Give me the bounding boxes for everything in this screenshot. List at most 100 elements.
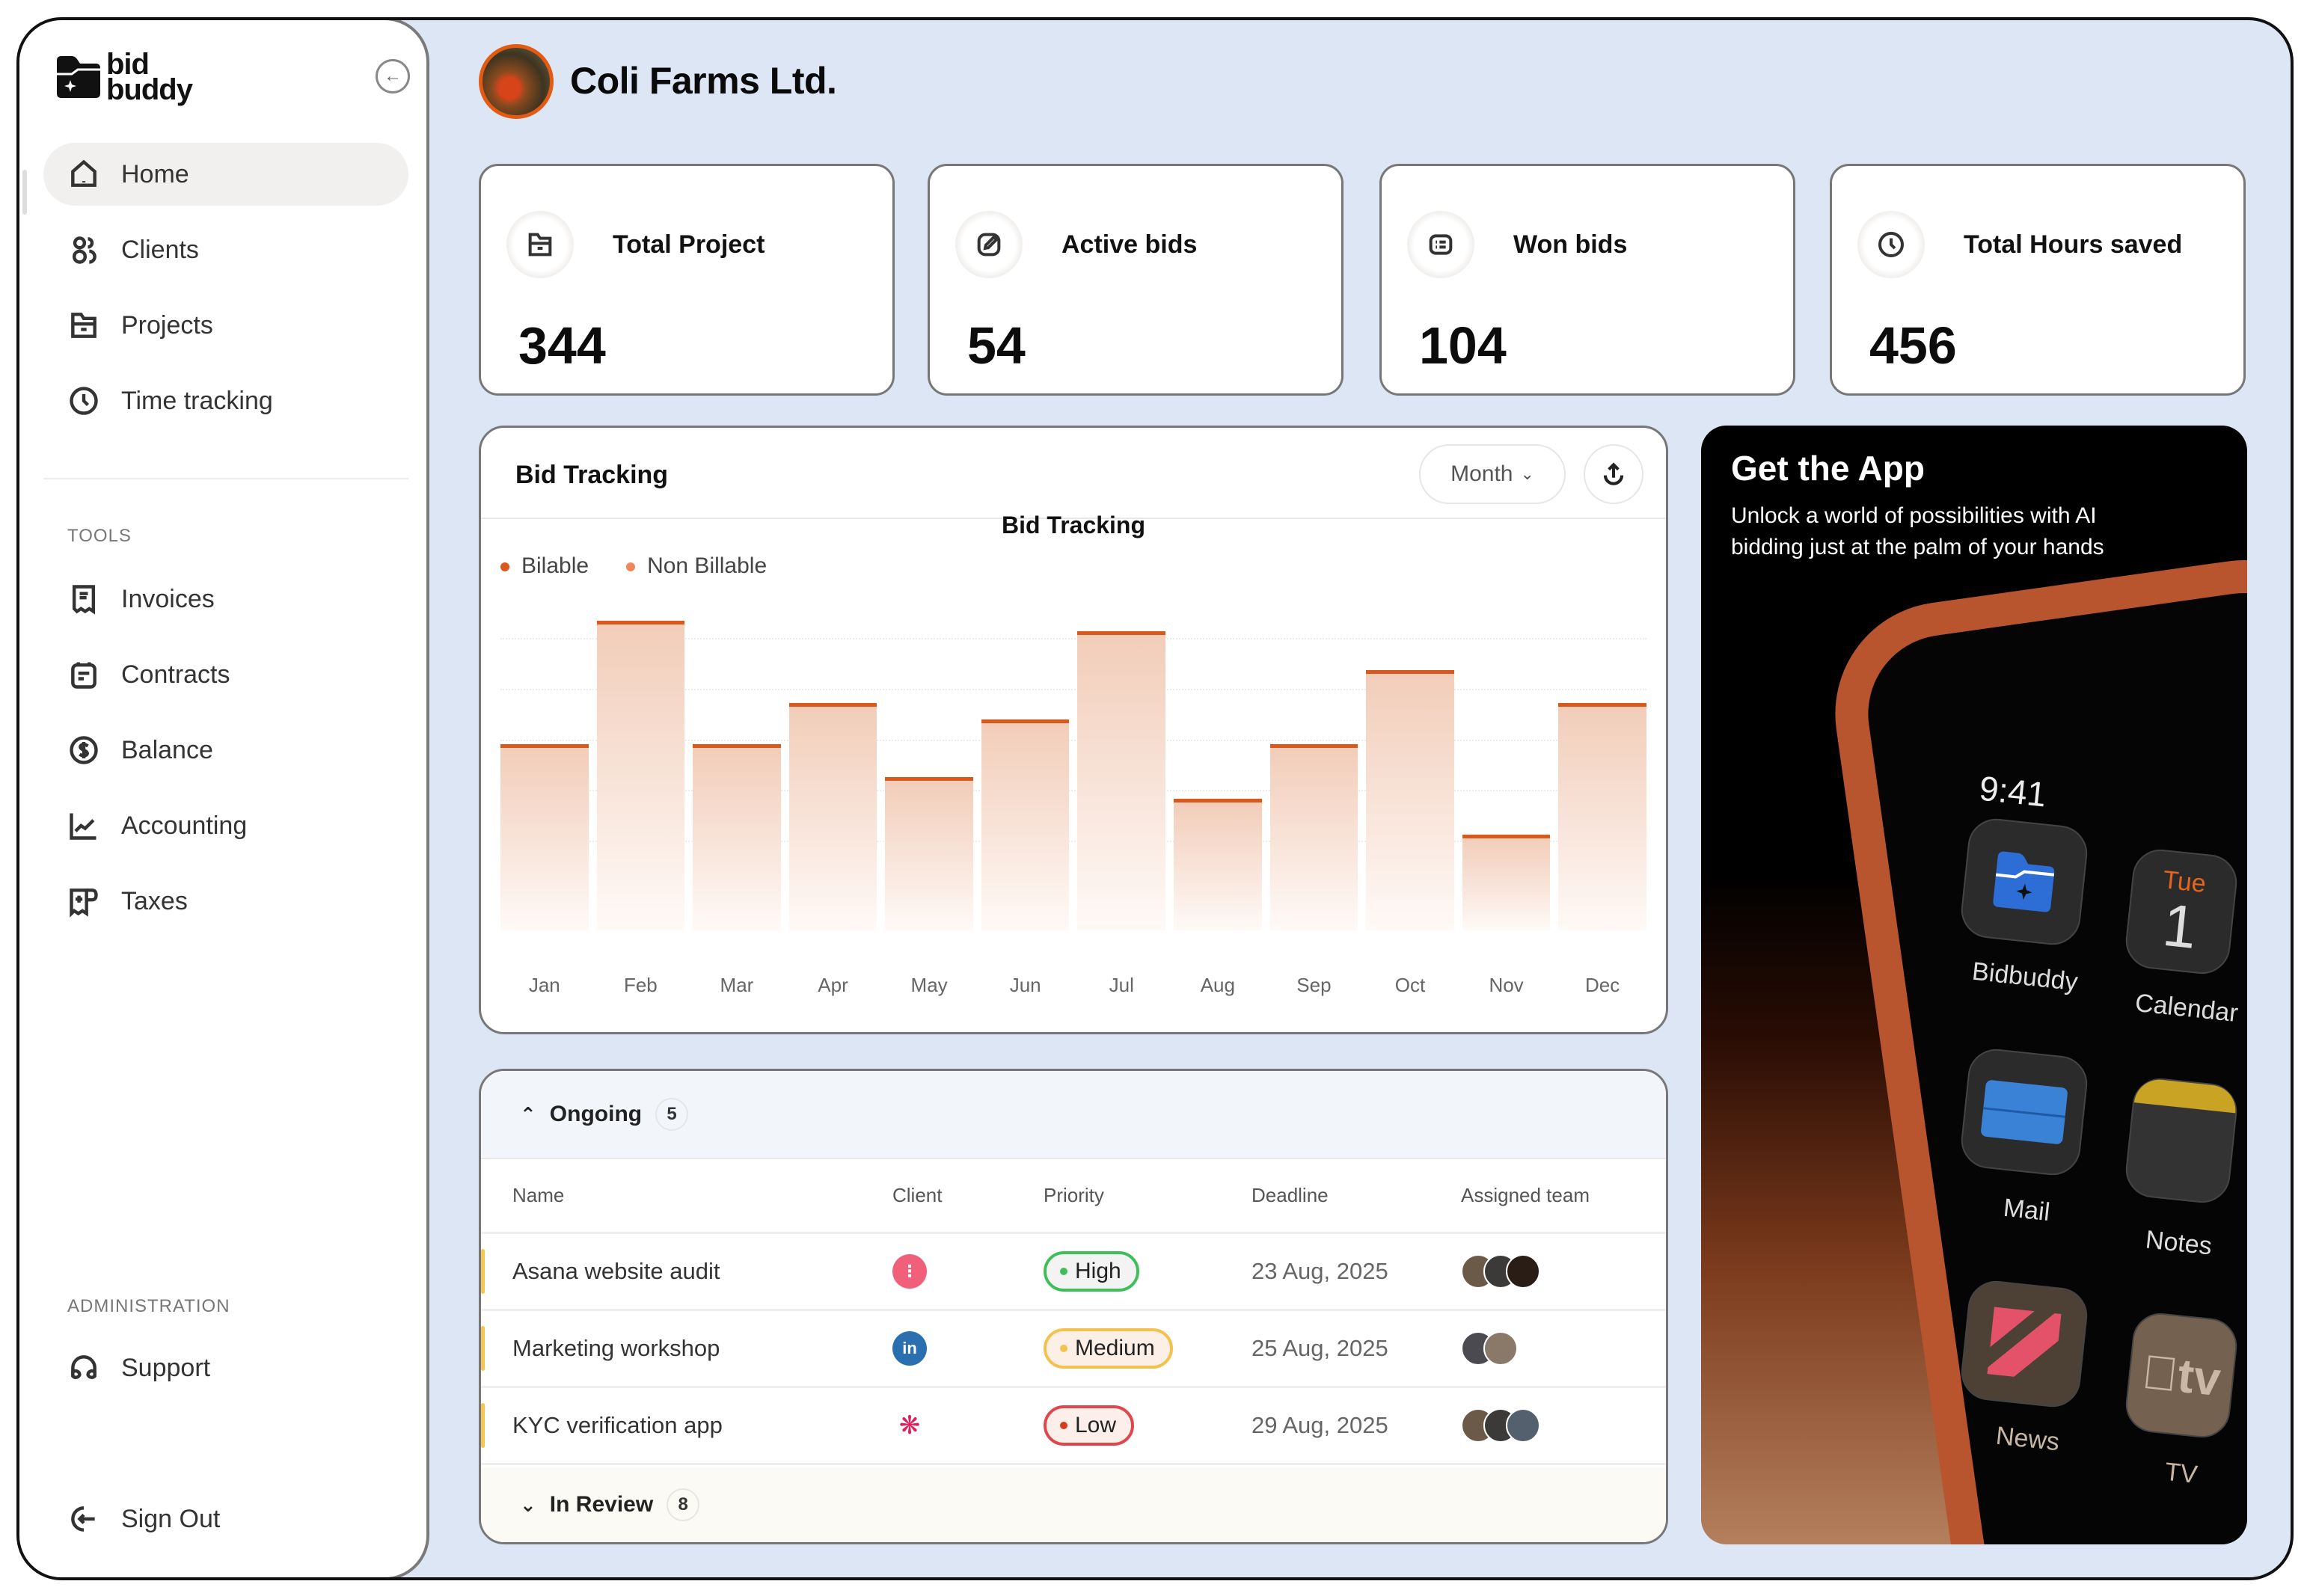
bar-may[interactable] (885, 777, 973, 930)
bar-jun[interactable] (981, 719, 1070, 930)
priority-badge-medium: Medium (1044, 1328, 1173, 1369)
sign-out-icon (67, 1503, 100, 1535)
bar-aug[interactable] (1174, 799, 1262, 930)
table-row[interactable]: KYC verification app ❋ Low 29 Aug, 2025 (481, 1388, 1666, 1465)
brand-logo[interactable]: bid buddy (55, 48, 193, 106)
x-tick-label: Feb (623, 974, 658, 996)
bid-tracking-panel: Bid Tracking Month ⌄ Bid Tracking Bilabl… (479, 426, 1668, 1034)
sign-out-button[interactable]: Sign Out (43, 1488, 408, 1550)
brand-name: bid buddy (106, 48, 193, 106)
sidebar-item-contracts[interactable]: Contracts (43, 643, 408, 706)
column-name[interactable]: Name (512, 1184, 565, 1206)
gridline (500, 841, 1646, 842)
home-icon (67, 158, 100, 191)
bar-oct[interactable] (1366, 670, 1454, 930)
deadline: 23 Aug, 2025 (1251, 1258, 1388, 1284)
x-axis-labels: Jan Feb Mar Apr May Jun Jul Aug Sep Oct Nov Dec (500, 974, 1646, 997)
asana-logo-icon: ⋮ (892, 1254, 927, 1289)
assigned-team-avatars[interactable] (1461, 1331, 1666, 1366)
dollar-circle-icon (67, 734, 100, 767)
assigned-team-avatars[interactable] (1461, 1254, 1666, 1289)
chevron-up-icon: ⌃ (520, 1102, 536, 1126)
bar-apr[interactable] (788, 703, 877, 930)
sidebar-item-accounting[interactable]: Accounting (43, 794, 408, 857)
export-button[interactable] (1584, 444, 1643, 504)
column-deadline[interactable]: Deadline (1251, 1184, 1329, 1206)
company-avatar[interactable] (479, 44, 554, 119)
column-client[interactable]: Client (892, 1184, 943, 1206)
chart-title: Bid Tracking (515, 461, 669, 489)
table-row[interactable]: Marketing workshop in Medium 25 Aug, 202… (481, 1311, 1666, 1388)
mail-app-icon (1958, 1046, 2090, 1178)
bar-mar[interactable] (693, 744, 781, 930)
column-priority[interactable]: Priority (1044, 1184, 1104, 1206)
stat-label: Won bids (1513, 230, 1628, 259)
users-icon (67, 233, 100, 266)
signout-nav: Sign Out (43, 1488, 408, 1563)
sidebar-item-taxes[interactable]: Taxes (43, 870, 408, 933)
sidebar-item-clients[interactable]: Clients (43, 218, 408, 281)
project-name: KYC verification app (512, 1412, 723, 1438)
deadline: 25 Aug, 2025 (1251, 1335, 1388, 1361)
legend-item-billable[interactable]: Bilable (500, 553, 589, 579)
bars (500, 601, 1646, 930)
x-tick-label: Apr (818, 974, 848, 996)
admin-nav: Support (43, 1336, 408, 1412)
gridline (500, 790, 1646, 791)
collapse-sidebar-button[interactable]: ← (376, 59, 410, 93)
gridline (500, 638, 1646, 639)
sidebar: bid buddy ← Home Clients Projects Ti (19, 20, 429, 1577)
group-ongoing-toggle[interactable]: ⌃ Ongoing 5 (481, 1071, 1666, 1159)
app-window: bid buddy ← Home Clients Projects Ti (16, 17, 2294, 1580)
chart-legend: Bilable Non Billable (500, 553, 767, 579)
sidebar-item-projects[interactable]: Projects (43, 294, 408, 357)
sidebar-item-home[interactable]: Home (43, 143, 408, 206)
stat-label: Active bids (1061, 230, 1198, 259)
group-in-review-toggle[interactable]: ⌄ In Review 8 (481, 1467, 1666, 1542)
promo-title: Get the App (1731, 449, 1925, 488)
x-tick-label: Dec (1585, 974, 1620, 996)
app-label: TV (2163, 1457, 2199, 1490)
main-nav: Home Clients Projects Time tracking (43, 143, 408, 445)
arrow-left-circle-icon: ← (384, 66, 402, 86)
bar-dec[interactable] (1558, 703, 1646, 930)
projects-table-panel: ⌃ Ongoing 5 Name Client Priority Deadlin… (479, 1069, 1668, 1544)
bar-feb[interactable] (596, 621, 685, 930)
x-tick-label: Jun (1009, 974, 1041, 996)
tools-section-label: TOOLS (67, 526, 132, 546)
upload-icon (1603, 462, 1624, 485)
ongoing-count-badge: 5 (655, 1098, 689, 1131)
chevron-down-icon: ⌄ (1520, 464, 1534, 483)
sidebar-item-support[interactable]: Support (43, 1336, 408, 1399)
chevron-down-icon: ⌄ (520, 1493, 536, 1516)
column-assigned-team[interactable]: Assigned team (1461, 1184, 1590, 1206)
linkedin-logo-icon: in (892, 1331, 927, 1366)
line-chart-icon (67, 809, 100, 842)
tax-receipt-icon (67, 885, 100, 918)
bar-nov[interactable] (1462, 835, 1551, 930)
bar-sep[interactable] (1269, 744, 1358, 930)
legend-item-non-billable[interactable]: Non Billable (626, 553, 767, 579)
stat-card-active-bids[interactable]: Active bids 54 (928, 164, 1344, 396)
promo-description: Unlock a world of possibilities with AI … (1731, 503, 2104, 559)
bar-jul[interactable] (1077, 631, 1166, 930)
period-select[interactable]: Month ⌄ (1419, 444, 1566, 504)
table-row[interactable]: Asana website audit ⋮ High 23 Aug, 2025 (481, 1234, 1666, 1311)
stat-card-total-hours-saved[interactable]: Total Hours saved 456 (1830, 164, 2246, 396)
tv-app-icon: tv (2123, 1310, 2240, 1440)
administration-section-label: ADMINISTRATION (67, 1296, 230, 1316)
stat-label: Total Project (613, 230, 765, 259)
bar-jan[interactable] (500, 744, 589, 930)
stat-card-total-project[interactable]: Total Project 344 (479, 164, 895, 396)
sidebar-item-invoices[interactable]: Invoices (43, 568, 408, 630)
edit-icon (955, 211, 1023, 278)
checklist-icon (1407, 211, 1474, 278)
bar-plot (500, 601, 1646, 930)
tools-nav: Invoices Contracts Balance Accounting Ta… (43, 568, 408, 945)
get-the-app-panel[interactable]: Get the App Unlock a world of possibilit… (1701, 426, 2247, 1544)
active-indicator (22, 170, 27, 215)
stat-card-won-bids[interactable]: Won bids 104 (1379, 164, 1795, 396)
sidebar-item-time-tracking[interactable]: Time tracking (43, 369, 408, 432)
sidebar-item-balance[interactable]: Balance (43, 719, 408, 782)
assigned-team-avatars[interactable] (1461, 1408, 1666, 1443)
